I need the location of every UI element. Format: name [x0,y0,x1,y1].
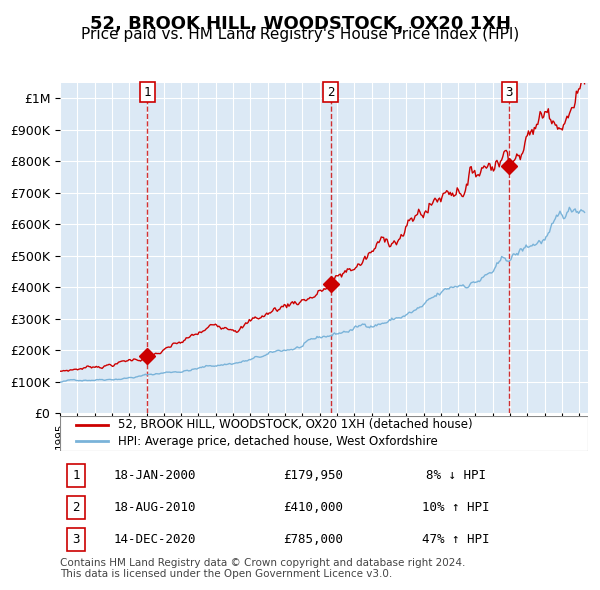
Text: Price paid vs. HM Land Registry's House Price Index (HPI): Price paid vs. HM Land Registry's House … [81,27,519,41]
Text: 52, BROOK HILL, WOODSTOCK, OX20 1XH (detached house): 52, BROOK HILL, WOODSTOCK, OX20 1XH (det… [118,418,473,431]
Text: £179,950: £179,950 [283,469,343,482]
Text: 2: 2 [72,502,80,514]
Text: 3: 3 [505,86,513,99]
Text: 2: 2 [327,86,334,99]
Text: £410,000: £410,000 [283,502,343,514]
Text: 52, BROOK HILL, WOODSTOCK, OX20 1XH: 52, BROOK HILL, WOODSTOCK, OX20 1XH [89,15,511,33]
Text: Contains HM Land Registry data © Crown copyright and database right 2024.
This d: Contains HM Land Registry data © Crown c… [60,558,466,579]
Text: 1: 1 [143,86,151,99]
Text: 47% ↑ HPI: 47% ↑ HPI [422,533,490,546]
Text: 10% ↑ HPI: 10% ↑ HPI [422,502,490,514]
Text: 18-JAN-2000: 18-JAN-2000 [114,469,196,482]
Text: 18-AUG-2010: 18-AUG-2010 [114,502,196,514]
Text: 1: 1 [72,469,80,482]
Text: 8% ↓ HPI: 8% ↓ HPI [426,469,486,482]
Text: HPI: Average price, detached house, West Oxfordshire: HPI: Average price, detached house, West… [118,435,438,448]
Text: 3: 3 [72,533,80,546]
FancyBboxPatch shape [60,416,588,451]
Text: 14-DEC-2020: 14-DEC-2020 [114,533,196,546]
Text: £785,000: £785,000 [283,533,343,546]
